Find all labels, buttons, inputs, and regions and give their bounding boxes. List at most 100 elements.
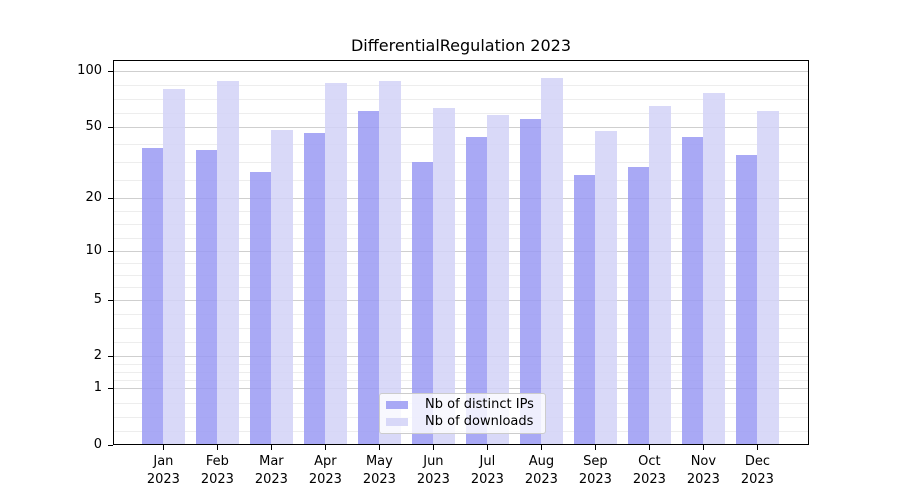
x-tick-label-line: Dec (744, 454, 770, 469)
legend: Nb of distinct IPs Nb of downloads (379, 393, 546, 434)
bar-distinct-ips (303, 133, 326, 444)
legend-label-downloads: Nb of downloads (425, 414, 534, 430)
chart-title: DifferentialRegulation 2023 (350, 36, 572, 55)
bar-distinct-ips (735, 154, 758, 444)
gridline-major (114, 250, 808, 252)
gridline-minor (114, 380, 808, 382)
gridline-minor (114, 262, 808, 264)
bar-downloads (757, 110, 779, 444)
gridline-minor (114, 162, 808, 164)
bar-downloads (487, 114, 509, 444)
y-tick-mark (108, 355, 113, 357)
x-tick-mark (163, 444, 165, 450)
gridline-minor (114, 180, 808, 182)
gridline-minor (114, 313, 808, 315)
bar-distinct-ips (411, 161, 434, 444)
bar-downloads (379, 81, 401, 444)
gridline-minor (114, 224, 808, 226)
x-tick-label-line: Aug (528, 454, 555, 469)
spine-top (113, 60, 809, 61)
gridline-minor (114, 327, 808, 329)
bar-distinct-ips (573, 175, 596, 444)
gridline-minor (114, 144, 808, 146)
x-tick-label-line: 2023 (146, 472, 180, 487)
bar-distinct-ips (519, 118, 542, 444)
x-tick-label: Apr 2023 (295, 453, 355, 489)
bar-distinct-ips (249, 172, 272, 444)
gridline-major (114, 198, 808, 200)
x-tick-mark (325, 444, 327, 450)
y-tick-mark (108, 388, 113, 390)
legend-swatch-downloads (386, 418, 408, 427)
gridline-minor (114, 112, 808, 114)
bar-distinct-ips (357, 110, 380, 444)
x-tick-label: May 2023 (349, 453, 409, 489)
gridline-minor (114, 275, 808, 277)
x-tick-mark (271, 444, 273, 450)
y-tick-mark (108, 198, 113, 200)
gridline-minor (114, 287, 808, 289)
x-tick-mark (595, 444, 597, 450)
x-tick-label-line: 2023 (470, 472, 504, 487)
y-tick-mark (108, 71, 113, 73)
y-tick-label: 5 (93, 291, 102, 307)
bar-downloads (163, 89, 185, 444)
y-tick-label: 20 (85, 190, 102, 206)
gridline-major (114, 388, 808, 390)
x-tick-label: Oct 2023 (619, 453, 679, 489)
bar-downloads (433, 108, 455, 444)
gridline-minor (114, 341, 808, 343)
x-tick-label-line: 2023 (362, 472, 396, 487)
x-tick-mark (541, 444, 543, 450)
y-tick-label: 50 (85, 118, 102, 134)
x-tick-label-line: 2023 (578, 472, 612, 487)
bar-distinct-ips (141, 148, 164, 444)
bar-distinct-ips (465, 136, 488, 444)
x-tick-label-line: 2023 (524, 472, 558, 487)
gridline-minor (114, 363, 808, 365)
spine-left (113, 60, 114, 445)
legend-entry-downloads: Nb of downloads (386, 415, 545, 429)
legend-label-distinct-ips: Nb of distinct IPs (425, 396, 534, 412)
bar-downloads (703, 93, 725, 444)
x-tick-label-line: Jun (423, 454, 444, 469)
gridline-minor (114, 372, 808, 373)
x-tick-label: Jul 2023 (457, 453, 517, 489)
y-tick-label: 0 (93, 436, 102, 452)
bar-downloads (541, 77, 563, 444)
x-tick-mark (703, 444, 705, 450)
x-tick-label-line: 2023 (308, 472, 342, 487)
gridline-minor (114, 237, 808, 239)
x-tick-label-line: 2023 (632, 472, 666, 487)
x-tick-label: Sep 2023 (565, 453, 625, 489)
x-tick-label-line: 2023 (200, 472, 234, 487)
bar-distinct-ips (681, 136, 704, 444)
gridline-major (114, 126, 808, 128)
bar-downloads (271, 129, 293, 444)
bar-downloads (649, 105, 671, 444)
x-tick-label: Nov 2023 (673, 453, 733, 489)
gridline-major (114, 71, 808, 73)
x-tick-label-line: 2023 (740, 472, 774, 487)
gridline-minor (114, 85, 808, 86)
x-tick-label-line: Jul (479, 454, 496, 469)
x-tick-label: Jun 2023 (403, 453, 463, 489)
x-tick-label-line: 2023 (416, 472, 450, 487)
x-tick-mark (433, 444, 435, 450)
spine-right (807, 60, 809, 445)
x-tick-label: Mar 2023 (241, 453, 301, 489)
gridline-minor (114, 211, 808, 213)
x-tick-label-line: Sep (583, 454, 608, 469)
x-tick-label-line: 2023 (686, 472, 720, 487)
y-tick-label: 1 (93, 380, 102, 396)
x-tick-label: Feb 2023 (187, 453, 247, 489)
x-tick-label: Aug 2023 (511, 453, 571, 489)
x-tick-mark (649, 444, 651, 450)
y-tick-label: 10 (85, 242, 102, 258)
x-tick-mark (379, 444, 381, 450)
legend-entry-distinct-ips: Nb of distinct IPs (386, 396, 545, 412)
x-tick-label-line: 2023 (254, 472, 288, 487)
x-tick-label-line: Oct (638, 454, 661, 469)
